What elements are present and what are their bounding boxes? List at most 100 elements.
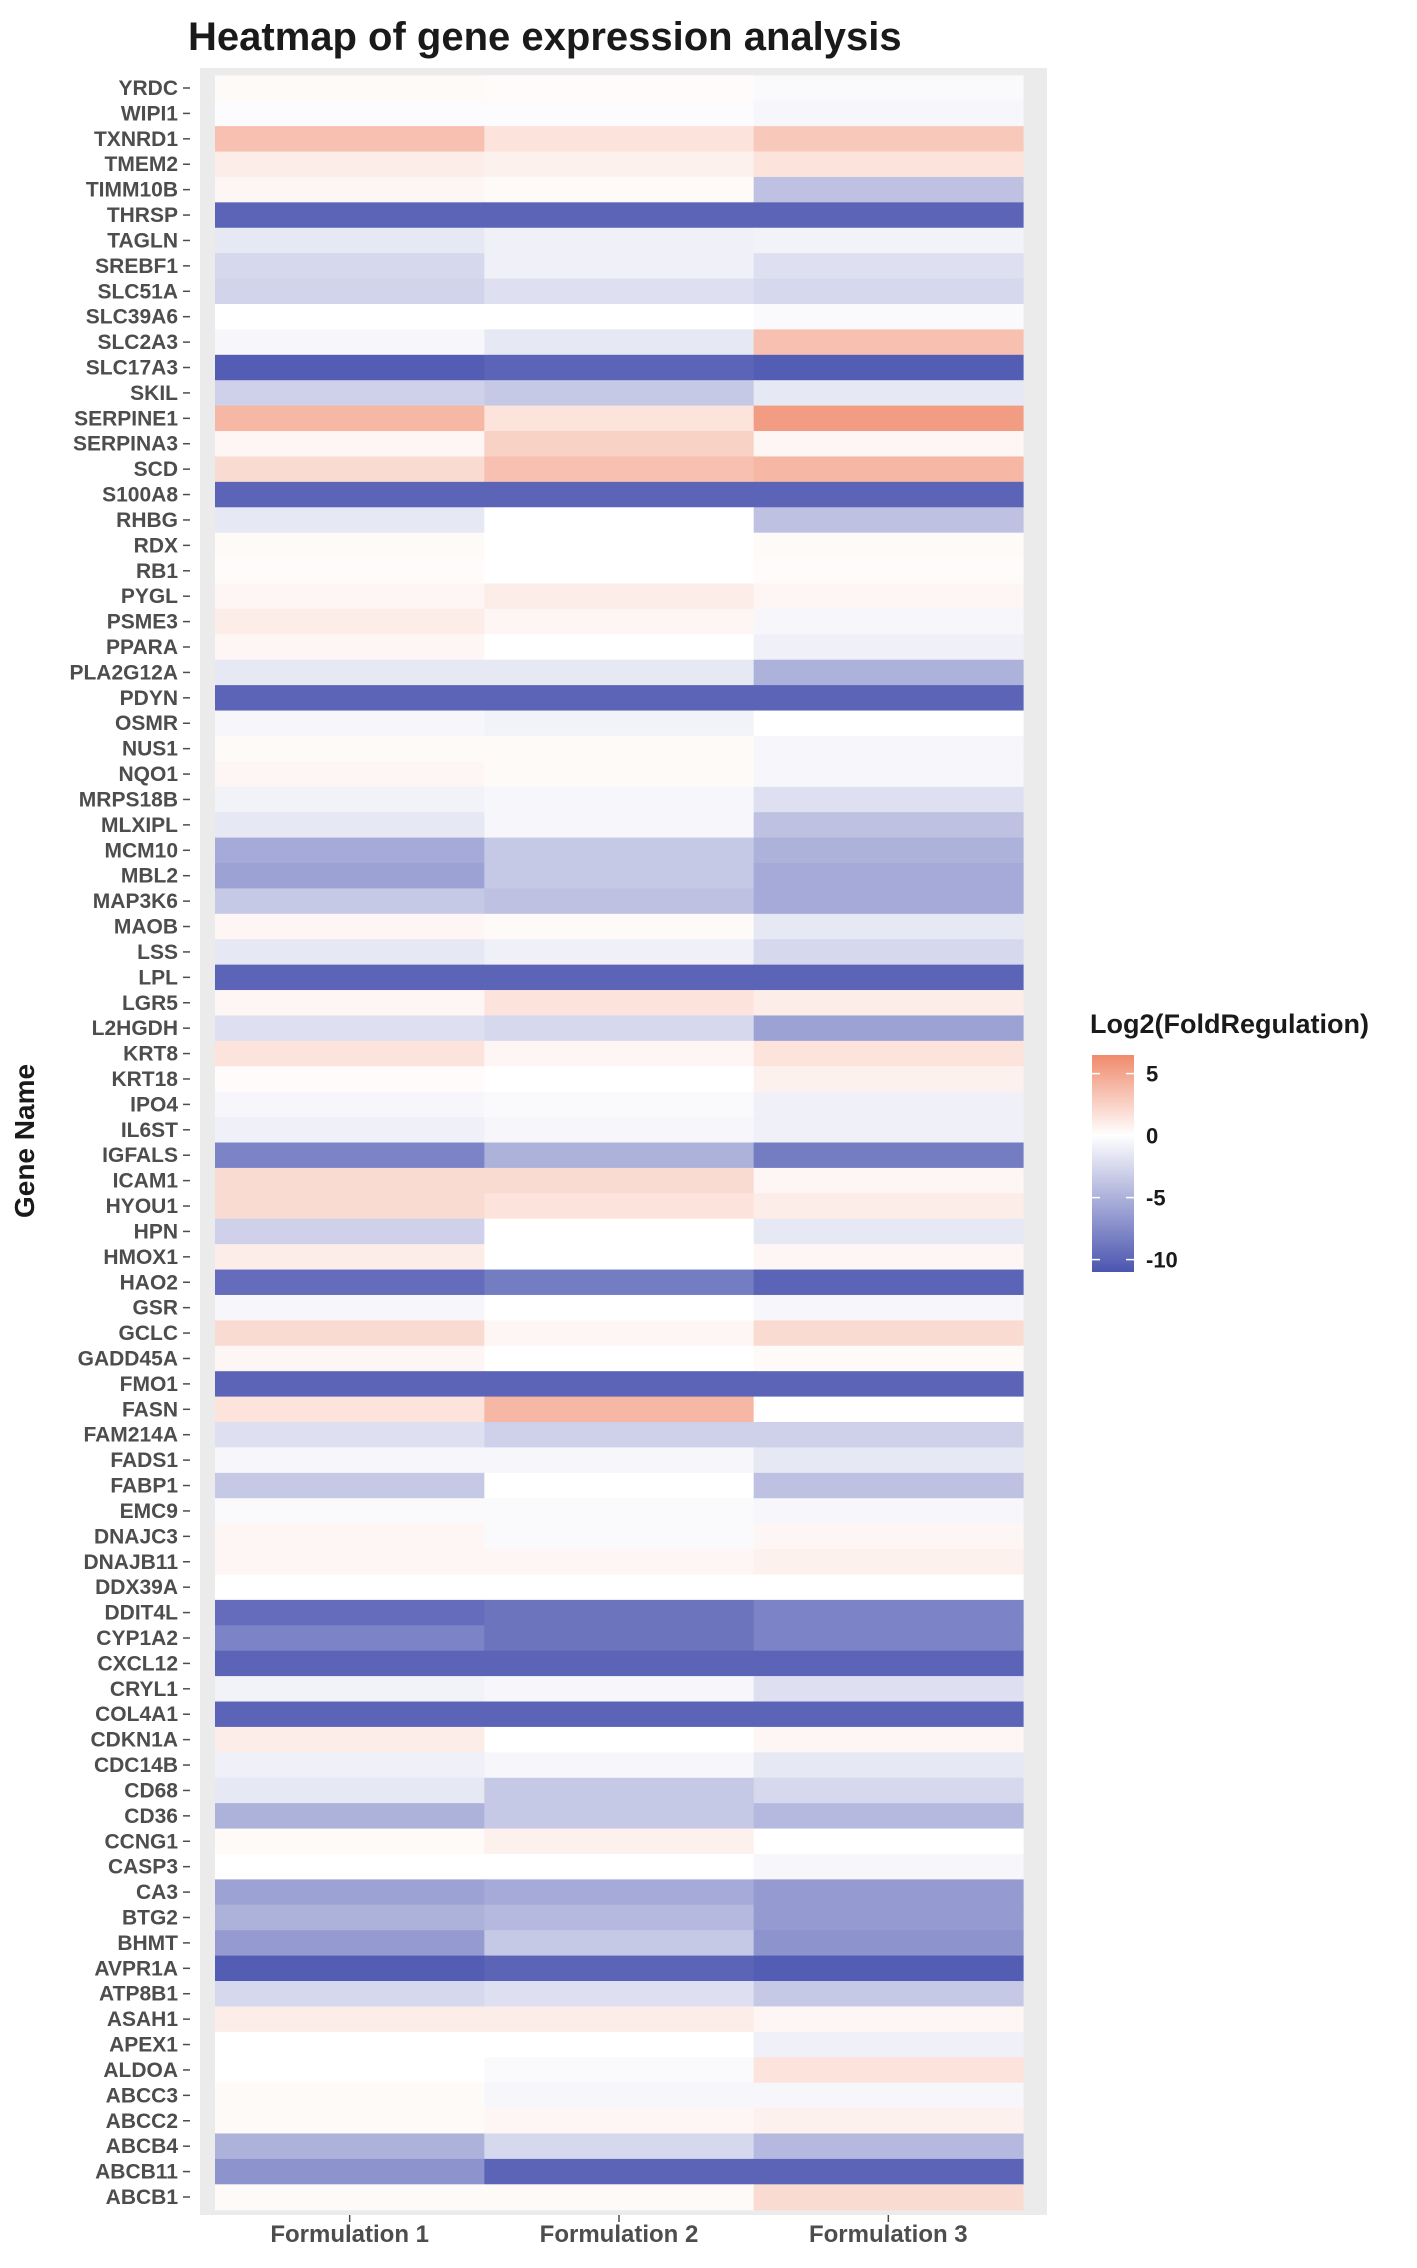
heatmap-cell-btg2-col-1 xyxy=(215,1904,485,1931)
heatmap-cell-hyou1-col-2 xyxy=(484,1193,755,1220)
heatmap-cell-s100a8-col-2 xyxy=(484,481,755,508)
gene-label-mlxipl: MLXIPL xyxy=(101,814,178,837)
heatmap-cell-gclc-col-1 xyxy=(215,1320,485,1347)
heatmap-cell-skil-col-2 xyxy=(484,380,755,407)
heatmap-cell-ipo4-col-1 xyxy=(215,1091,485,1118)
heatmap-cell-rhbg-col-1 xyxy=(215,507,485,534)
heatmap-cell-tmem2-col-1 xyxy=(215,151,485,178)
heatmap-cell-psme3-col-1 xyxy=(215,608,485,635)
heatmap-cell-il6st-col-2 xyxy=(484,1117,755,1144)
legend-tick-label: 5 xyxy=(1146,1062,1158,1087)
gene-label-slc51a: SLC51A xyxy=(97,280,178,303)
heatmap-cell-thrsp-col-3 xyxy=(753,202,1024,229)
heatmap-cell-ipo4-col-2 xyxy=(484,1091,755,1118)
gene-label-slc39a6: SLC39A6 xyxy=(86,306,178,329)
heatmap-cell-abcb4-col-2 xyxy=(484,2133,755,2160)
heatmap-cell-cryl1-col-2 xyxy=(484,1676,755,1703)
heatmap-cell-fam214a-col-3 xyxy=(753,1422,1024,1449)
column-label-3: Formulation 3 xyxy=(809,2221,968,2248)
heatmap-cell-avpr1a-col-2 xyxy=(484,1955,755,1982)
heatmap-cell-nqo1-col-2 xyxy=(484,761,755,788)
heatmap-cell-pdyn-col-3 xyxy=(753,685,1024,712)
heatmap-cell-gadd45a-col-3 xyxy=(753,1345,1024,1372)
heatmap-cell-pygl-col-3 xyxy=(753,583,1024,610)
heatmap-cell-abcc3-col-1 xyxy=(215,2082,485,2109)
heatmap-cell-ca3-col-1 xyxy=(215,1879,485,1906)
y-axis-title: Gene Name xyxy=(9,1064,40,1218)
gene-label-slc2a3: SLC2A3 xyxy=(97,331,178,354)
heatmap-cell-abcb11-col-3 xyxy=(753,2158,1024,2185)
heatmap-cell-timm10b-col-2 xyxy=(484,176,755,203)
heatmap-cell-nus1-col-2 xyxy=(484,735,755,762)
heatmap-cell-gadd45a-col-2 xyxy=(484,1345,755,1372)
gene-label-mbl2: MBL2 xyxy=(121,865,178,888)
heatmap-cell-fmo1-col-3 xyxy=(753,1371,1024,1398)
heatmap-cell-hmox1-col-2 xyxy=(484,1244,755,1271)
gene-label-igfals: IGFALS xyxy=(102,1144,178,1167)
heatmap-cell-s100a8-col-1 xyxy=(215,481,485,508)
heatmap-cell-tagln-col-1 xyxy=(215,227,485,254)
gene-label-cd68: CD68 xyxy=(124,1779,178,1802)
gene-label-timm10b: TIMM10B xyxy=(86,179,178,202)
heatmap-cell-thrsp-col-1 xyxy=(215,202,485,229)
gene-label-pdyn: PDYN xyxy=(120,687,178,710)
gene-label-nus1: NUS1 xyxy=(122,738,178,761)
heatmap-cell-fasn-col-2 xyxy=(484,1396,755,1423)
heatmap-cell-dnajc3-col-2 xyxy=(484,1523,755,1550)
gene-label-avpr1a: AVPR1A xyxy=(94,1957,178,1980)
heatmap-cell-lss-col-3 xyxy=(753,939,1024,966)
gene-label-osmr: OSMR xyxy=(115,712,178,735)
heatmap-cell-mbl2-col-3 xyxy=(753,862,1024,889)
heatmap-cell-asah1-col-2 xyxy=(484,2006,755,2033)
heatmap-cell-apex1-col-3 xyxy=(753,2031,1024,2058)
heatmap-cell-aldoa-col-3 xyxy=(753,2057,1024,2084)
heatmap-cell-nqo1-col-3 xyxy=(753,761,1024,788)
heatmap-cell-rhbg-col-3 xyxy=(753,507,1024,534)
heatmap-cell-hao2-col-1 xyxy=(215,1269,485,1296)
heatmap-cell-lgr5-col-3 xyxy=(753,990,1024,1017)
heatmap-cell-cdkn1a-col-3 xyxy=(753,1726,1024,1753)
heatmap-cell-pla2g12a-col-2 xyxy=(484,659,755,686)
heatmap-cell-nus1-col-3 xyxy=(753,735,1024,762)
heatmap-cell-hpn-col-3 xyxy=(753,1218,1024,1245)
heatmap-cell-gadd45a-col-1 xyxy=(215,1345,485,1372)
gene-label-ca3: CA3 xyxy=(136,1881,178,1904)
chart-title: Heatmap of gene expression analysis xyxy=(188,15,902,59)
heatmap-cell-gclc-col-2 xyxy=(484,1320,755,1347)
gene-label-hao2: HAO2 xyxy=(120,1271,178,1294)
heatmap-cell-osmr-col-2 xyxy=(484,710,755,737)
heatmap-cell-hao2-col-3 xyxy=(753,1269,1024,1296)
heatmap-cell-hpn-col-2 xyxy=(484,1218,755,1245)
heatmap-cell-hao2-col-2 xyxy=(484,1269,755,1296)
heatmap-cell-map3k6-col-3 xyxy=(753,888,1024,915)
heatmap-cell-ddit4l-col-2 xyxy=(484,1599,755,1626)
heatmap-cell-aldoa-col-2 xyxy=(484,2057,755,2084)
gene-label-cryl1: CRYL1 xyxy=(110,1678,178,1701)
heatmap-cell-cd36-col-3 xyxy=(753,1803,1024,1830)
heatmap-cell-osmr-col-3 xyxy=(753,710,1024,737)
heatmap-cell-cd68-col-3 xyxy=(753,1777,1024,1804)
heatmap-cell-emc9-col-1 xyxy=(215,1498,485,1525)
legend-colorbar xyxy=(1092,1055,1134,1272)
heatmap-cell-ipo4-col-3 xyxy=(753,1091,1024,1118)
heatmap-cell-abcb4-col-1 xyxy=(215,2133,485,2160)
heatmap-cell-abcb4-col-3 xyxy=(753,2133,1024,2160)
heatmap-cell-gsr-col-2 xyxy=(484,1294,755,1321)
heatmap-cell-apex1-col-2 xyxy=(484,2031,755,2058)
heatmap-cell-btg2-col-3 xyxy=(753,1904,1024,1931)
gene-label-fasn: FASN xyxy=(122,1398,178,1421)
heatmap-cell-atp8b1-col-3 xyxy=(753,1981,1024,2008)
gene-label-scd: SCD xyxy=(134,458,178,481)
heatmap-cell-ppara-col-2 xyxy=(484,634,755,661)
heatmap-cell-serpina3-col-3 xyxy=(753,431,1024,458)
heatmap-cell-abcc3-col-2 xyxy=(484,2082,755,2109)
gene-label-lgr5: LGR5 xyxy=(122,992,178,1015)
heatmap-cell-cryl1-col-1 xyxy=(215,1676,485,1703)
heatmap-cell-cyp1a2-col-2 xyxy=(484,1625,755,1652)
heatmap-cell-mcm10-col-1 xyxy=(215,837,485,864)
heatmap-cell-fasn-col-1 xyxy=(215,1396,485,1423)
heatmap-cell-nqo1-col-1 xyxy=(215,761,485,788)
gene-label-srebf1: SREBF1 xyxy=(95,255,178,278)
heatmap-cell-lpl-col-3 xyxy=(753,964,1024,991)
legend: Log2(FoldRegulation) 5 0 -5 -10 xyxy=(1090,1009,1369,1273)
